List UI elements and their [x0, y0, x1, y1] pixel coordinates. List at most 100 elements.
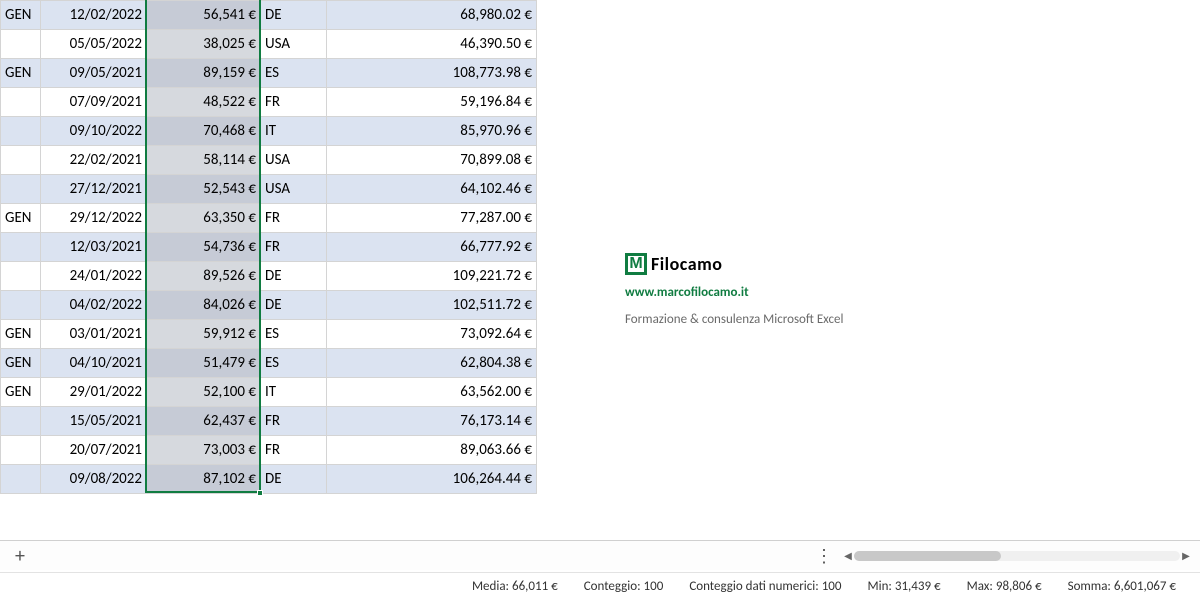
- cell-gen[interactable]: [1, 88, 41, 117]
- cell-country[interactable]: IT: [261, 378, 327, 407]
- cell-amount[interactable]: 89,526 €: [147, 262, 261, 291]
- cell-gen[interactable]: [1, 233, 41, 262]
- table-row[interactable]: GEN09/05/202189,159 €ES108,773.98 €: [1, 59, 537, 88]
- cell-gen[interactable]: [1, 30, 41, 59]
- cell-country[interactable]: FR: [261, 407, 327, 436]
- cell-date[interactable]: 09/10/2022: [41, 117, 147, 146]
- cell-gen[interactable]: [1, 436, 41, 465]
- cell-amount[interactable]: 51,479 €: [147, 349, 261, 378]
- table-row[interactable]: GEN03/01/202159,912 €ES73,092.64 €: [1, 320, 537, 349]
- cell-gen[interactable]: GEN: [1, 320, 41, 349]
- table-row[interactable]: GEN12/02/202256,541 €DE68,980.02 €: [1, 1, 537, 30]
- cell-country[interactable]: FR: [261, 204, 327, 233]
- cell-total[interactable]: 70,899.08 €: [327, 146, 537, 175]
- scroll-thumb[interactable]: [854, 551, 1001, 561]
- cell-amount[interactable]: 59,912 €: [147, 320, 261, 349]
- table-row[interactable]: 09/10/202270,468 €IT85,970.96 €: [1, 117, 537, 146]
- cell-country[interactable]: DE: [261, 291, 327, 320]
- cell-total[interactable]: 46,390.50 €: [327, 30, 537, 59]
- cell-date[interactable]: 04/02/2022: [41, 291, 147, 320]
- table-row[interactable]: 04/02/202284,026 €DE102,511.72 €: [1, 291, 537, 320]
- cell-total[interactable]: 63,562.00 €: [327, 378, 537, 407]
- cell-country[interactable]: FR: [261, 436, 327, 465]
- cell-country[interactable]: ES: [261, 320, 327, 349]
- cell-country[interactable]: USA: [261, 175, 327, 204]
- cell-total[interactable]: 68,980.02 €: [327, 1, 537, 30]
- table-row[interactable]: 20/07/202173,003 €FR89,063.66 €: [1, 436, 537, 465]
- cell-country[interactable]: IT: [261, 117, 327, 146]
- scroll-left-icon[interactable]: ◀: [842, 550, 854, 562]
- cell-date[interactable]: 20/07/2021: [41, 436, 147, 465]
- cell-gen[interactable]: [1, 407, 41, 436]
- cell-amount[interactable]: 73,003 €: [147, 436, 261, 465]
- cell-date[interactable]: 22/02/2021: [41, 146, 147, 175]
- table-row[interactable]: 12/03/202154,736 €FR66,777.92 €: [1, 233, 537, 262]
- cell-amount[interactable]: 87,102 €: [147, 465, 261, 494]
- cell-gen[interactable]: [1, 117, 41, 146]
- cell-date[interactable]: 09/08/2022: [41, 465, 147, 494]
- cell-country[interactable]: FR: [261, 233, 327, 262]
- table-row[interactable]: GEN04/10/202151,479 €ES62,804.38 €: [1, 349, 537, 378]
- cell-total[interactable]: 108,773.98 €: [327, 59, 537, 88]
- cell-amount[interactable]: 63,350 €: [147, 204, 261, 233]
- cell-date[interactable]: 29/12/2022: [41, 204, 147, 233]
- cell-amount[interactable]: 52,100 €: [147, 378, 261, 407]
- cell-date[interactable]: 12/02/2022: [41, 1, 147, 30]
- horizontal-scrollbar[interactable]: ◀ ▶: [842, 549, 1192, 563]
- cell-gen[interactable]: GEN: [1, 59, 41, 88]
- cell-date[interactable]: 15/05/2021: [41, 407, 147, 436]
- cell-country[interactable]: USA: [261, 146, 327, 175]
- spreadsheet-area[interactable]: GEN12/02/202256,541 €DE68,980.02 €05/05/…: [0, 0, 1200, 530]
- cell-amount[interactable]: 89,159 €: [147, 59, 261, 88]
- cell-total[interactable]: 77,287.00 €: [327, 204, 537, 233]
- cell-date[interactable]: 29/01/2022: [41, 378, 147, 407]
- data-table[interactable]: GEN12/02/202256,541 €DE68,980.02 €05/05/…: [0, 0, 537, 494]
- cell-gen[interactable]: GEN: [1, 378, 41, 407]
- cell-date[interactable]: 24/01/2022: [41, 262, 147, 291]
- table-row[interactable]: 15/05/202162,437 €FR76,173.14 €: [1, 407, 537, 436]
- cell-amount[interactable]: 56,541 €: [147, 1, 261, 30]
- table-row[interactable]: 07/09/202148,522 €FR59,196.84 €: [1, 88, 537, 117]
- cell-country[interactable]: DE: [261, 1, 327, 30]
- cell-total[interactable]: 106,264.44 €: [327, 465, 537, 494]
- cell-country[interactable]: ES: [261, 349, 327, 378]
- cell-total[interactable]: 109,221.72 €: [327, 262, 537, 291]
- cell-total[interactable]: 89,063.66 €: [327, 436, 537, 465]
- cell-total[interactable]: 85,970.96 €: [327, 117, 537, 146]
- cell-gen[interactable]: [1, 146, 41, 175]
- cell-gen[interactable]: GEN: [1, 1, 41, 30]
- cell-gen[interactable]: GEN: [1, 349, 41, 378]
- table-row[interactable]: 09/08/202287,102 €DE106,264.44 €: [1, 465, 537, 494]
- cell-country[interactable]: USA: [261, 30, 327, 59]
- cell-date[interactable]: 04/10/2021: [41, 349, 147, 378]
- tab-menu-button[interactable]: ⋮: [812, 541, 836, 570]
- table-row[interactable]: GEN29/12/202263,350 €FR77,287.00 €: [1, 204, 537, 233]
- cell-gen[interactable]: [1, 262, 41, 291]
- cell-date[interactable]: 03/01/2021: [41, 320, 147, 349]
- cell-date[interactable]: 07/09/2021: [41, 88, 147, 117]
- cell-total[interactable]: 59,196.84 €: [327, 88, 537, 117]
- cell-total[interactable]: 102,511.72 €: [327, 291, 537, 320]
- cell-date[interactable]: 12/03/2021: [41, 233, 147, 262]
- cell-amount[interactable]: 62,437 €: [147, 407, 261, 436]
- cell-date[interactable]: 05/05/2022: [41, 30, 147, 59]
- table-row[interactable]: 05/05/202238,025 €USA46,390.50 €: [1, 30, 537, 59]
- cell-amount[interactable]: 48,522 €: [147, 88, 261, 117]
- cell-amount[interactable]: 70,468 €: [147, 117, 261, 146]
- cell-gen[interactable]: [1, 175, 41, 204]
- cell-gen[interactable]: [1, 291, 41, 320]
- cell-date[interactable]: 27/12/2021: [41, 175, 147, 204]
- cell-amount[interactable]: 54,736 €: [147, 233, 261, 262]
- scroll-track[interactable]: [854, 551, 1180, 561]
- cell-gen[interactable]: [1, 465, 41, 494]
- cell-total[interactable]: 62,804.38 €: [327, 349, 537, 378]
- scroll-right-icon[interactable]: ▶: [1180, 550, 1192, 562]
- cell-amount[interactable]: 58,114 €: [147, 146, 261, 175]
- cell-country[interactable]: DE: [261, 465, 327, 494]
- cell-amount[interactable]: 38,025 €: [147, 30, 261, 59]
- add-sheet-button[interactable]: +: [0, 541, 40, 570]
- cell-amount[interactable]: 84,026 €: [147, 291, 261, 320]
- table-row[interactable]: 27/12/202152,543 €USA64,102.46 €: [1, 175, 537, 204]
- cell-total[interactable]: 73,092.64 €: [327, 320, 537, 349]
- table-row[interactable]: 22/02/202158,114 €USA70,899.08 €: [1, 146, 537, 175]
